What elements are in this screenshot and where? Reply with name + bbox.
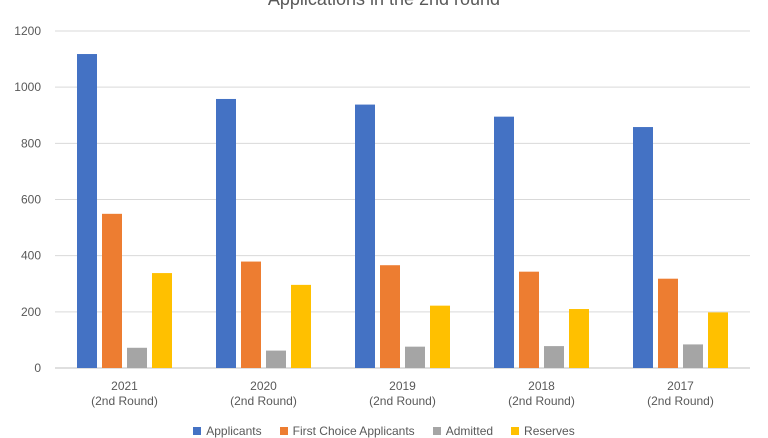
bar	[241, 261, 261, 368]
bar	[380, 265, 400, 368]
bar	[77, 54, 97, 369]
bar	[430, 305, 450, 368]
bar	[291, 284, 311, 368]
bar	[102, 213, 122, 368]
x-tick-label: 2018 (2nd Round)	[508, 379, 575, 408]
legend-label: Applicants	[206, 424, 262, 438]
legend-label: Reserves	[524, 424, 575, 438]
bar	[658, 278, 678, 368]
bar	[216, 98, 236, 368]
x-tick-label: 2020 (2nd Round)	[230, 379, 297, 408]
y-tick-label: 200	[21, 305, 41, 319]
legend-swatch	[279, 427, 288, 435]
y-tick-label: 1200	[14, 24, 41, 38]
legend-entry: First Choice Applicants	[279, 424, 415, 438]
bar	[683, 344, 703, 368]
x-tick-label: 2019 (2nd Round)	[369, 379, 436, 408]
y-tick-label: 1000	[14, 80, 41, 94]
y-tick-label: 0	[34, 361, 41, 375]
legend-entry: Admitted	[432, 424, 494, 438]
legend-swatch	[193, 427, 202, 435]
y-tick-label: 400	[21, 249, 41, 263]
legend-swatch	[432, 427, 441, 435]
legend-label: First Choice Applicants	[292, 424, 415, 438]
legend-swatch	[511, 427, 520, 435]
bar	[519, 271, 539, 368]
legend: Applicants First Choice Applicants Admitte…	[0, 424, 768, 438]
legend-entry: Reserves	[511, 424, 575, 438]
bar	[405, 346, 425, 368]
x-tick-label: 2021 (2nd Round)	[91, 379, 158, 408]
bar	[152, 273, 172, 368]
y-tick-label: 600	[21, 193, 41, 207]
bar	[355, 104, 375, 368]
x-tick-label: 2017 (2nd Round)	[647, 379, 714, 408]
legend-entry: Applicants	[193, 424, 262, 438]
chart-title: Applications in the 2nd round	[0, 0, 768, 10]
bar	[494, 116, 514, 368]
bar	[569, 309, 589, 368]
legend-label: Admitted	[445, 424, 494, 438]
bar	[266, 350, 286, 368]
y-tick-label: 800	[21, 136, 41, 150]
bar	[127, 347, 147, 368]
bar	[708, 312, 728, 368]
bar	[544, 346, 564, 368]
bar	[633, 127, 653, 368]
